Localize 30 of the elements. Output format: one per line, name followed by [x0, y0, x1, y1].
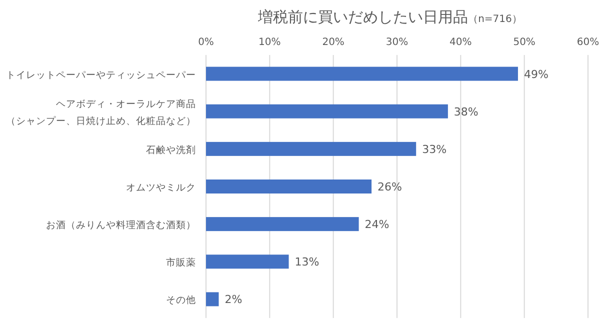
- data-label: 13%: [294, 256, 320, 269]
- data-label: 2%: [224, 293, 242, 306]
- bar: [206, 217, 359, 232]
- bar: [206, 254, 289, 269]
- y-tick-label: 市販薬: [166, 256, 196, 269]
- x-tick-label: 10%: [258, 37, 281, 48]
- x-tick-label: 30%: [386, 37, 408, 48]
- x-tick-label: 0%: [198, 37, 214, 48]
- bar: [206, 66, 518, 81]
- y-tick-label: トイレットペーパーやティッシュペーパー: [6, 70, 196, 81]
- bar: [206, 142, 416, 156]
- data-label: 33%: [422, 142, 447, 156]
- x-tick-label: 60%: [576, 37, 600, 48]
- x-tick-label: 20%: [322, 37, 344, 48]
- data-label: 24%: [364, 218, 390, 232]
- y-tick-label: お酒（みりんや料理酒含む酒類）: [46, 219, 196, 232]
- data-label: 38%: [454, 105, 478, 118]
- y-tick-label: ヘアボディ・オーラルケア商品（シャンプー、日焼け止め、化粧品など）: [6, 98, 196, 127]
- bar: [206, 104, 448, 118]
- chart-subtitle: （n=716）: [468, 14, 522, 25]
- y-tick-label: オムツやミルク: [126, 182, 196, 194]
- bar: [206, 180, 372, 194]
- y-tick-label: 石鹸や洗剤: [146, 144, 196, 156]
- data-label: 49%: [524, 68, 548, 81]
- y-tick-label: その他: [166, 294, 196, 306]
- chart-title: 増税前に買いだめしたい日用品: [257, 8, 468, 26]
- data-label: 26%: [378, 180, 402, 194]
- x-tick-label: 40%: [450, 37, 472, 48]
- x-tick-label: 50%: [513, 37, 536, 48]
- bar: [206, 292, 219, 306]
